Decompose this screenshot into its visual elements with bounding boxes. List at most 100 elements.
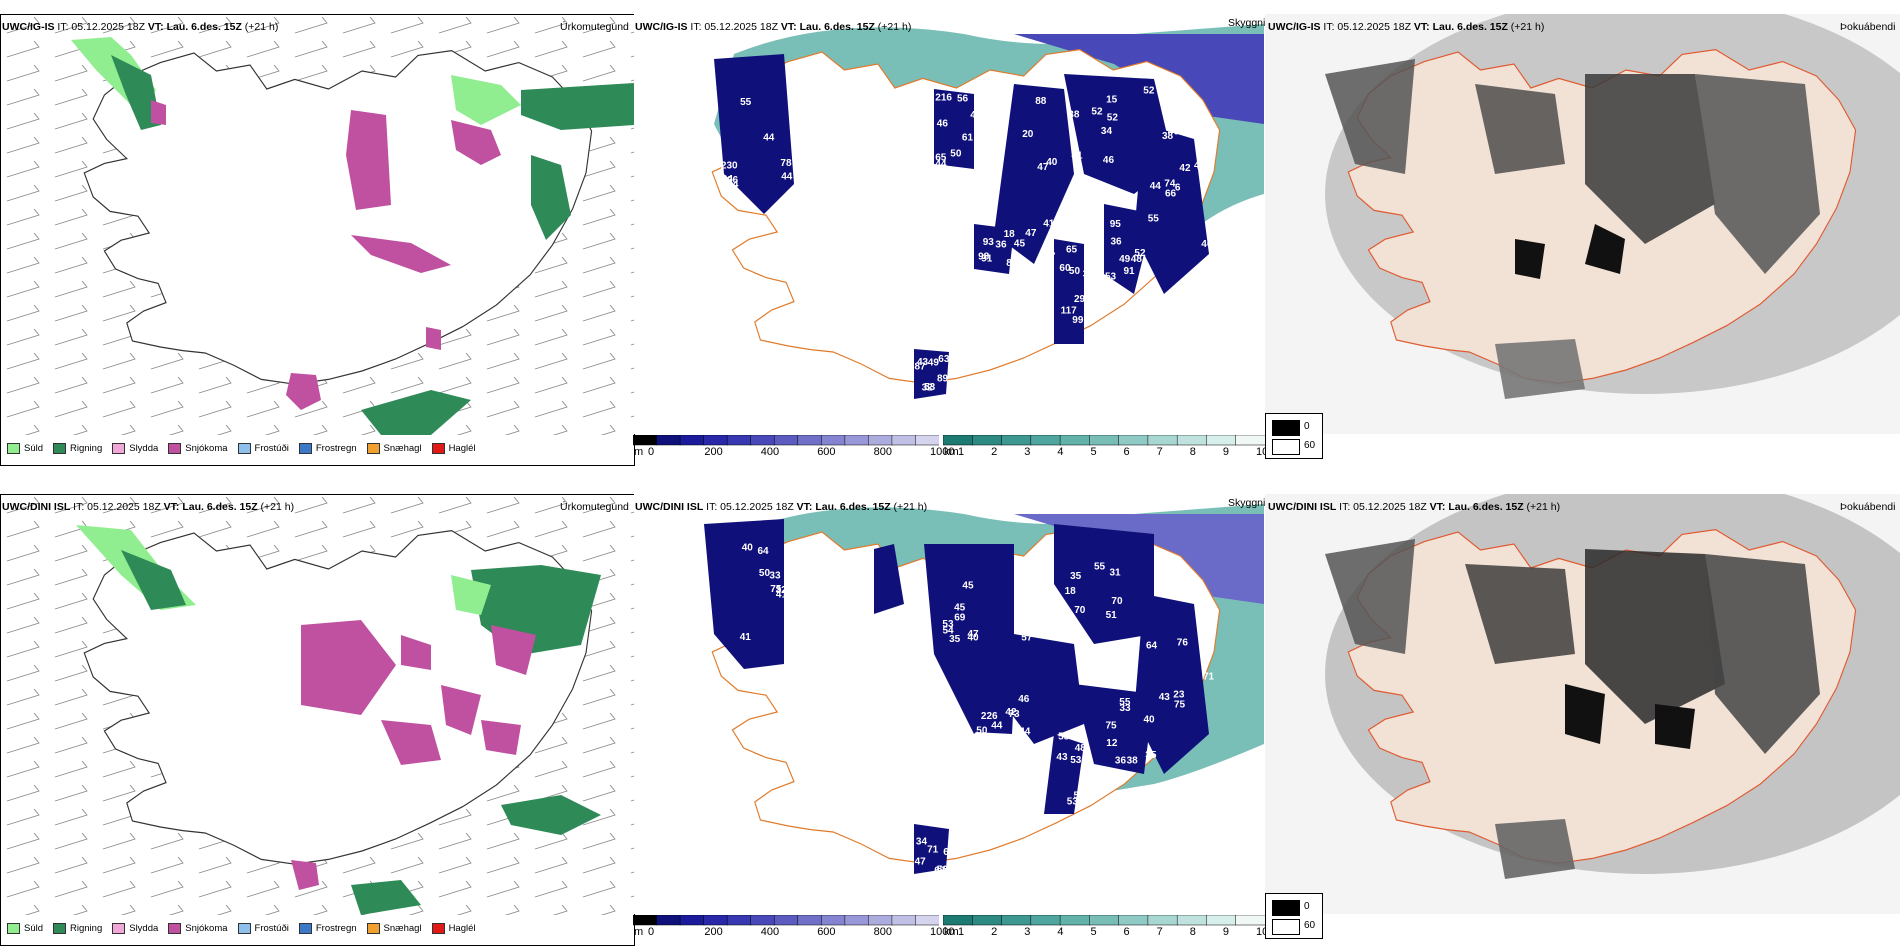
cloud-base-value: 23 (1173, 689, 1185, 700)
colorbar-tick-label: 9 (1222, 446, 1229, 458)
cloud-base-value: 38 (1162, 131, 1174, 142)
precip-legend-swatch (366, 923, 380, 934)
cloud-base-value: 47 (1057, 604, 1069, 615)
precip-legend-label: Frostregn (315, 923, 357, 934)
colorbar-segment (703, 915, 728, 926)
cloud-base-value: 91 (1124, 266, 1136, 277)
cloud-base-value: 47 (1037, 162, 1049, 173)
colorbar-segment (1030, 435, 1061, 446)
colorbar-segment (726, 435, 752, 446)
cloud-base-value: 53 (1067, 796, 1079, 807)
cloud-base-value: 54 (943, 625, 955, 636)
cloud-base-value: 50 (950, 149, 962, 160)
colorbar-segment (1089, 435, 1120, 446)
cloud-base-value: 34 (916, 837, 928, 848)
cloud-base-value: 33 (1080, 771, 1092, 782)
cloud-colorbar-unit-top: m (634, 446, 644, 458)
cloud-base-value: 78 (780, 158, 792, 169)
colorbar-segment (750, 435, 775, 446)
fog-legend-swatch-0-top (1272, 420, 1300, 436)
colorbar-segment (797, 915, 823, 926)
cloud-panel-bottom: 40 45 45 51 75 75 34 48 50 50 45 44 55 43 38 67 53 42 75 53… (634, 494, 1264, 914)
colorbar-segment (943, 435, 974, 446)
colorbar-tick-label: 1000 (930, 926, 955, 938)
cloud-base-value: 53 (1105, 272, 1117, 283)
cloud-base-value: 40 (1144, 715, 1156, 726)
precip-legend-label: Snjókoma (185, 923, 228, 934)
cloud-base-value: 55 (1094, 562, 1106, 573)
colorbar-segment (703, 435, 728, 446)
cloud-base-value: 36 (1115, 756, 1127, 767)
cloud-base-value: 12 (1106, 738, 1118, 749)
cloud-base-value: 48 (1075, 743, 1087, 754)
cloud-base-value: 45 (1014, 239, 1026, 250)
colorbar-tick-label: 0 (648, 926, 655, 938)
precip-legend-label: Frostúði (254, 443, 289, 454)
precip-legend-label: Snæhagl (383, 923, 422, 934)
precip-legend-swatch (431, 443, 445, 454)
precip-legend-label: Haglél (448, 923, 476, 934)
fog-legend-swatch-0-bottom (1272, 900, 1300, 916)
colorbar-tick-label: 7 (1156, 446, 1163, 458)
cloud-label-bottom: Skyggni (1228, 497, 1266, 509)
fog-legend-label-0-top: 0 (1304, 421, 1310, 432)
precip-label-top: Úrkomutegund (560, 21, 629, 33)
precip-legend-label: Rigning (70, 443, 103, 454)
cloud-base-value: 53 (924, 382, 936, 393)
cloud-base-value: 70 (1074, 605, 1086, 616)
cloud-base-value: 42 (1005, 707, 1017, 718)
cloud-base-value: 82 (1006, 258, 1018, 269)
cloud-base-value: 43 (917, 357, 929, 368)
fog-label-top: Þokuábendi (1840, 21, 1896, 33)
colorbar-segment (972, 435, 1003, 446)
cloud-base-value: 44 (763, 133, 775, 144)
cloud-base-value: 33 (1083, 269, 1095, 280)
colorbar-segment (1059, 915, 1091, 926)
cloud-base-value: 61 (962, 132, 974, 143)
colorbar-tick-label: 8 (1189, 926, 1196, 938)
fog-map-bottom (1265, 494, 1900, 914)
precip-legend-label: Súld (24, 443, 44, 454)
cloud-base-value: 36 (1111, 237, 1123, 248)
cloud-base-value: 75 (1174, 699, 1186, 710)
cloud-panel-top: 44 46 38 34 42 53 49 50 98 55 65 47 15 6 52 43 65 45 44 43 4… (634, 14, 1264, 434)
cloud-base-value: 50 (976, 726, 988, 737)
colorbar-tick-label: 2 (991, 926, 998, 938)
colorbar-segment (1030, 915, 1061, 926)
precip-legend-label: Súld (24, 923, 44, 934)
low-cloud-patches-bottom (704, 519, 1209, 874)
colorbar-tick-label: 1000 (930, 446, 955, 458)
precip-legend-swatch (431, 923, 445, 934)
fog-legend-swatch-1-top (1272, 439, 1300, 455)
cloud-base-value: 55 (1119, 697, 1131, 708)
cloud-base-value: 50 (759, 568, 771, 579)
cloud-base-value: 32 (776, 585, 788, 596)
colorbar-segment (1235, 915, 1265, 926)
cloud-base-value: 63 (938, 354, 950, 365)
colorbar-tick-label: 9 (1222, 926, 1229, 938)
cloud-base-value: 94 (727, 180, 739, 191)
precip-legend-label: Snjókoma (185, 443, 228, 454)
cloud-base-value: 20 (1022, 129, 1034, 140)
precip-panel-bottom: Súld Rigning Slydda Snjókoma Frostúði Frostre… (0, 494, 635, 946)
cloud-base-value: 55 (1148, 213, 1160, 224)
precip-legend-item: Frostúði (237, 443, 289, 454)
cloud-base-value: 18 (1065, 586, 1077, 597)
colorbar-segment (1147, 435, 1178, 446)
cloud-base-value: 117 (1061, 306, 1078, 317)
cloud-base-value: 38 (1068, 110, 1080, 121)
precip-legend-item: Frostregn (298, 443, 357, 454)
cloud-base-value: 66 (1165, 188, 1177, 199)
colorbar-segment (773, 435, 799, 446)
colorbar-segment (633, 435, 658, 446)
colorbar-segment (1118, 915, 1149, 926)
cloud-base-value: 55 (740, 97, 752, 108)
colorbar-tick-label: 400 (760, 926, 780, 938)
precip-legend-swatch (7, 923, 20, 934)
cloud-base-value: 47 (968, 629, 980, 640)
colorbar-segment (844, 915, 870, 926)
colorbar-segment (656, 915, 681, 926)
cloud-base-value: 41 (1072, 150, 1084, 161)
colorbar-tick-label: 2 (991, 446, 998, 458)
cloud-base-value: 44 (781, 171, 793, 182)
